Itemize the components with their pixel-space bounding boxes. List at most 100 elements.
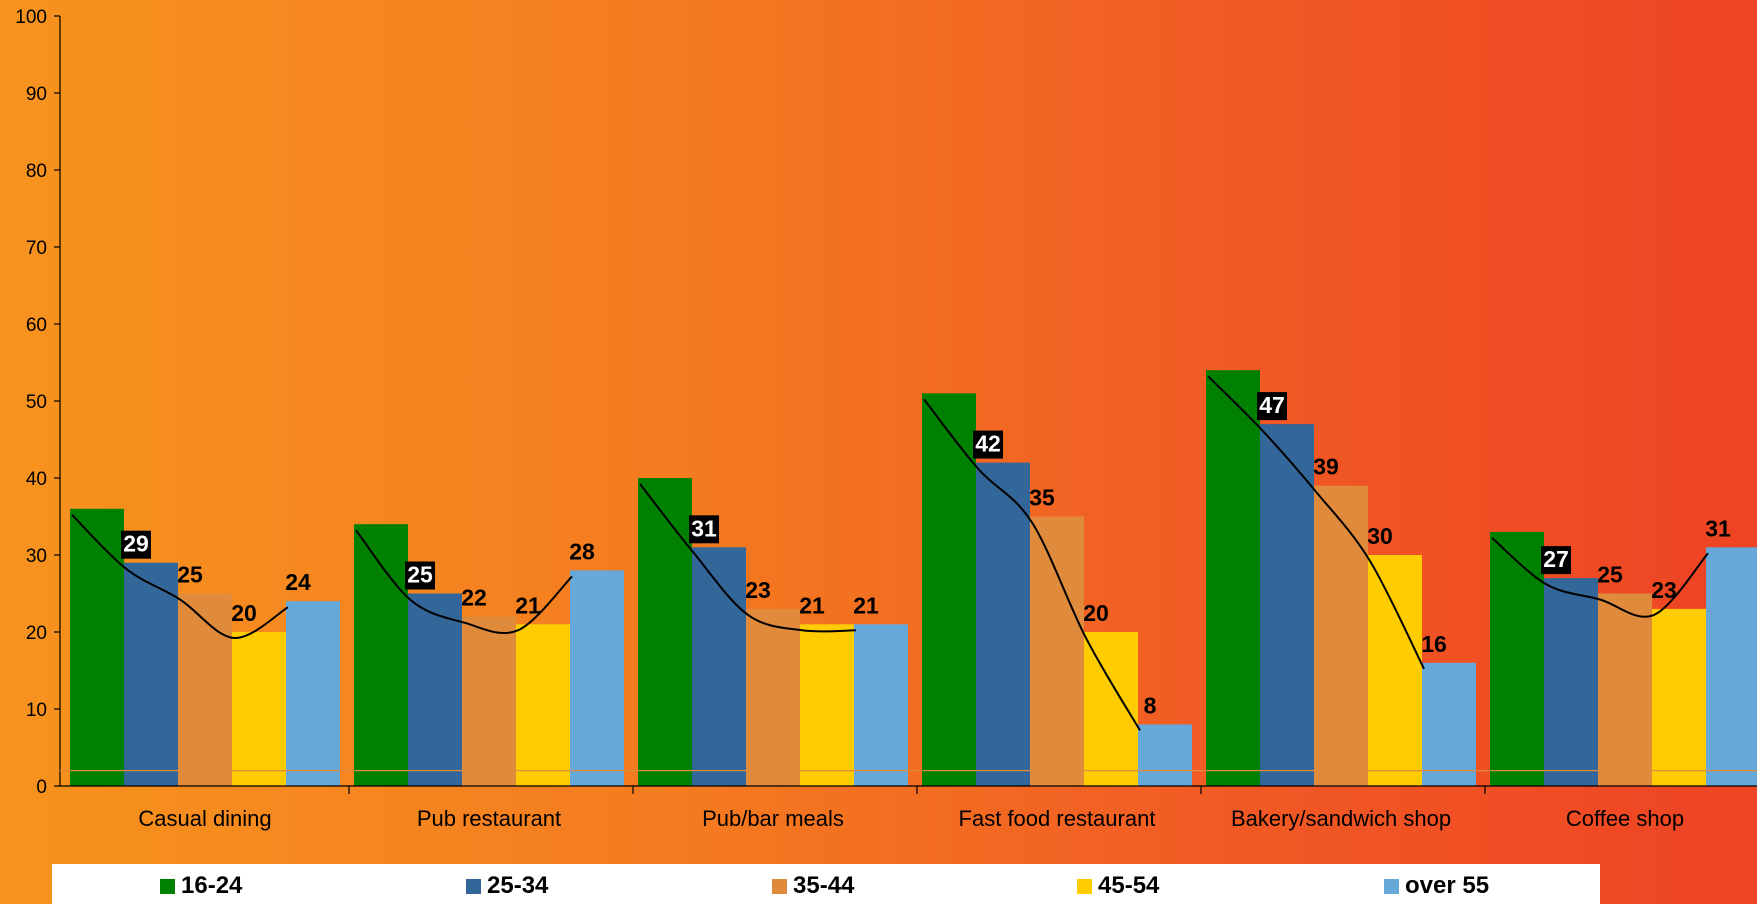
- data-label: 25: [407, 562, 433, 588]
- legend-item: 45-54: [1077, 872, 1159, 900]
- data-label: 21: [853, 592, 879, 618]
- bar-16-24: [354, 524, 408, 786]
- bar-over-55: [570, 570, 624, 786]
- x-category-label: Bakery/sandwich shop: [1231, 806, 1451, 831]
- bar-chart: 0 10 20 30 40 50 60 70 80 90 100 29 25 20 24 25 22 21 28 3…: [15, 7, 1757, 831]
- y-tick-label: 0: [36, 777, 47, 798]
- data-label: 42: [975, 431, 1001, 457]
- bar-35-44: [1598, 593, 1652, 786]
- legend-swatch: [160, 878, 175, 894]
- bar-25-34: [124, 562, 178, 786]
- data-label-box: [121, 530, 151, 559]
- data-label: 25: [1597, 562, 1623, 588]
- data-label-box: [973, 430, 1003, 459]
- bar-35-44: [178, 593, 232, 786]
- bar-over-55: [1138, 724, 1192, 786]
- bar-over-55: [1422, 662, 1476, 786]
- x-axis: Casual dining Pub restaurant Pub/bar meals…: [60, 785, 1757, 831]
- trend-line: [639, 483, 857, 633]
- y-tick-label: 20: [26, 623, 47, 644]
- y-tick-label: 100: [15, 7, 47, 28]
- x-category-label: Casual dining: [138, 806, 271, 831]
- y-tick-label: 30: [26, 546, 47, 567]
- legend-item: over 55: [1384, 872, 1489, 900]
- data-labels: 29 25 20 24 25 22 21 28 31 23 21 21 42 35 20 8 47 39 30 16 2…: [121, 392, 1731, 718]
- data-label-box: [689, 515, 719, 544]
- bar-25-34: [1544, 578, 1598, 786]
- chart-legend: 16-24 25-34 35-44 45-54 over 55: [52, 864, 1600, 904]
- data-label: 8: [1144, 692, 1157, 718]
- data-label-box: [405, 561, 435, 590]
- y-tick-label: 10: [26, 700, 47, 721]
- y-axis: 0 10 20 30 40 50 60 70 80 90 100: [15, 7, 61, 798]
- legend-label: 35-44: [793, 872, 855, 899]
- trend-line: [1207, 375, 1425, 670]
- data-label: 22: [461, 585, 487, 611]
- trend-line: [923, 398, 1141, 731]
- legend-swatch: [466, 878, 481, 894]
- data-label: 31: [1705, 515, 1731, 541]
- bar-16-24: [638, 478, 692, 786]
- trend-line: [1491, 537, 1709, 618]
- legend-swatch: [1077, 878, 1092, 894]
- bar-45-54: [516, 624, 570, 786]
- data-label: 23: [1651, 577, 1677, 603]
- legend-item: 16-24: [160, 872, 242, 900]
- data-label: 27: [1543, 546, 1569, 572]
- y-tick-label: 80: [26, 161, 47, 182]
- data-label: 21: [799, 592, 825, 618]
- data-label: 25: [177, 562, 203, 588]
- y-tick-label: 40: [26, 469, 47, 490]
- legend-swatch: [772, 878, 787, 894]
- data-label: 21: [515, 592, 541, 618]
- bar-25-34: [976, 462, 1030, 786]
- legend-label: over 55: [1405, 872, 1490, 899]
- bar-over-55: [286, 601, 340, 786]
- x-category-label: Pub/bar meals: [702, 806, 844, 831]
- bar-45-54: [1084, 632, 1138, 786]
- bar-35-44: [462, 616, 516, 786]
- data-label-box: [1257, 392, 1287, 421]
- y-tick-label: 50: [26, 392, 47, 413]
- x-category-label: Coffee shop: [1566, 806, 1684, 831]
- bar-25-34: [692, 547, 746, 786]
- legend-label: 25-34: [487, 872, 549, 899]
- data-label: 20: [1083, 600, 1109, 626]
- bar-45-54: [800, 624, 854, 786]
- bar-25-34: [408, 593, 462, 786]
- data-label: 23: [745, 577, 771, 603]
- legend-label: 16-24: [181, 872, 243, 899]
- data-label: 24: [285, 569, 311, 595]
- bar-35-44: [1030, 516, 1084, 786]
- legend-item: 25-34: [466, 872, 548, 900]
- data-label: 35: [1029, 485, 1055, 511]
- bar-35-44: [746, 608, 800, 786]
- data-label: 20: [231, 600, 257, 626]
- trend-line: [71, 514, 289, 640]
- bar-45-54: [1652, 608, 1706, 786]
- data-label: 47: [1259, 392, 1285, 418]
- data-label: 31: [691, 515, 717, 541]
- bar-16-24: [1206, 370, 1260, 786]
- y-tick-label: 70: [26, 238, 47, 259]
- legend-label: 45-54: [1098, 872, 1160, 899]
- data-label: 39: [1313, 454, 1339, 480]
- x-category-label: Fast food restaurant: [959, 806, 1156, 831]
- data-label-box: [1541, 546, 1571, 575]
- bar-45-54: [232, 632, 286, 786]
- bar-16-24: [70, 508, 124, 786]
- bar-over-55: [1706, 547, 1757, 786]
- data-label: 16: [1421, 631, 1447, 657]
- legend-swatch: [1384, 878, 1399, 894]
- bars: [70, 370, 1757, 786]
- trend-lines: [71, 375, 1709, 731]
- data-label: 29: [123, 531, 149, 557]
- bar-35-44: [1314, 485, 1368, 786]
- bar-25-34: [1260, 424, 1314, 786]
- y-tick-label: 60: [26, 315, 47, 336]
- bar-16-24: [922, 393, 976, 786]
- bar-45-54: [1368, 555, 1422, 786]
- data-label: 28: [569, 538, 595, 564]
- bar-16-24: [1490, 531, 1544, 786]
- trend-line: [355, 529, 573, 635]
